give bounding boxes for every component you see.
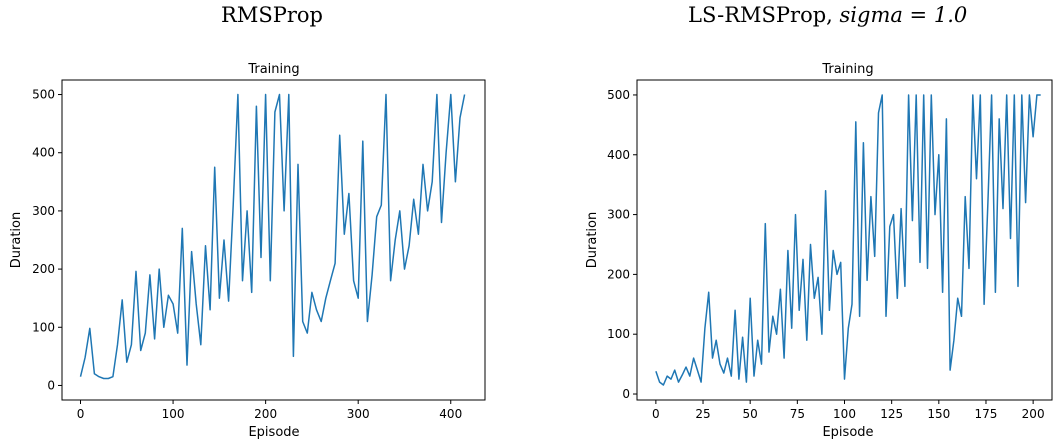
left-chart-xtick-label: 200 bbox=[254, 407, 277, 421]
right-chart-ytick-label: 300 bbox=[607, 208, 630, 222]
right-chart-ytick-label: 0 bbox=[622, 387, 630, 401]
right-chart-ytick-label: 500 bbox=[607, 88, 630, 102]
right-chart-ytick-label: 400 bbox=[607, 148, 630, 162]
left-chart-ytick-label: 400 bbox=[32, 146, 55, 160]
right-chart-series-line bbox=[655, 94, 1041, 386]
left-chart-ticks: 0 100 200 300 400 0 100 200 300 400 500 bbox=[32, 88, 462, 421]
left-chart-title: Training bbox=[247, 62, 299, 77]
left-chart-xlabel: Episode bbox=[248, 425, 299, 440]
left-chart-xtick-label: 300 bbox=[347, 407, 370, 421]
right-chart-xtick-label: 200 bbox=[1022, 407, 1045, 421]
left-panel-caption: RMSProp bbox=[221, 3, 323, 27]
left-chart-ytick-label: 500 bbox=[32, 88, 55, 102]
right-chart-xtick-label: 150 bbox=[927, 407, 950, 421]
left-chart-frame bbox=[61, 79, 486, 401]
left-chart-ytick-label: 0 bbox=[47, 378, 55, 392]
right-panel-caption: LS-RMSProp, sigma = 1.0 bbox=[688, 3, 967, 27]
left-chart-xtick-label: 0 bbox=[77, 407, 85, 421]
left-chart-xtick-label: 400 bbox=[439, 407, 462, 421]
right-chart-xtick-label: 0 bbox=[652, 407, 660, 421]
right-chart-xtick-label: 50 bbox=[743, 407, 758, 421]
right-chart-xtick-label: 25 bbox=[695, 407, 710, 421]
right-chart-xtick-label: 175 bbox=[975, 407, 998, 421]
left-chart-series-line bbox=[79, 93, 466, 380]
left-chart-ylabel: Duration bbox=[9, 212, 24, 268]
right-chart-title: Training bbox=[821, 62, 873, 77]
left-chart: Training 0 100 200 300 400 0 100 200 300 400 500 E… bbox=[9, 62, 486, 440]
right-chart-xtick-label: 75 bbox=[790, 407, 805, 421]
left-chart-ytick-label: 100 bbox=[32, 320, 55, 334]
right-chart-xlabel: Episode bbox=[822, 425, 873, 440]
left-chart-ytick-label: 300 bbox=[32, 204, 55, 218]
right-caption-text: LS-RMSProp, bbox=[688, 3, 840, 27]
right-chart-ylabel: Duration bbox=[585, 212, 600, 268]
left-chart-ytick-label: 200 bbox=[32, 262, 55, 276]
right-chart: Training 0 25 50 75 100 125 150 175 200 0 100 200 30… bbox=[585, 62, 1053, 440]
right-chart-ytick-label: 100 bbox=[607, 327, 630, 341]
right-chart-xtick-label: 100 bbox=[833, 407, 856, 421]
right-chart-ticks: 0 25 50 75 100 125 150 175 200 0 100 200 300 400 500 bbox=[607, 88, 1044, 421]
right-chart-xtick-label: 125 bbox=[880, 407, 903, 421]
left-chart-xtick-label: 100 bbox=[162, 407, 185, 421]
right-chart-ytick-label: 200 bbox=[607, 267, 630, 281]
right-caption-math: sigma = 1.0 bbox=[840, 3, 968, 27]
